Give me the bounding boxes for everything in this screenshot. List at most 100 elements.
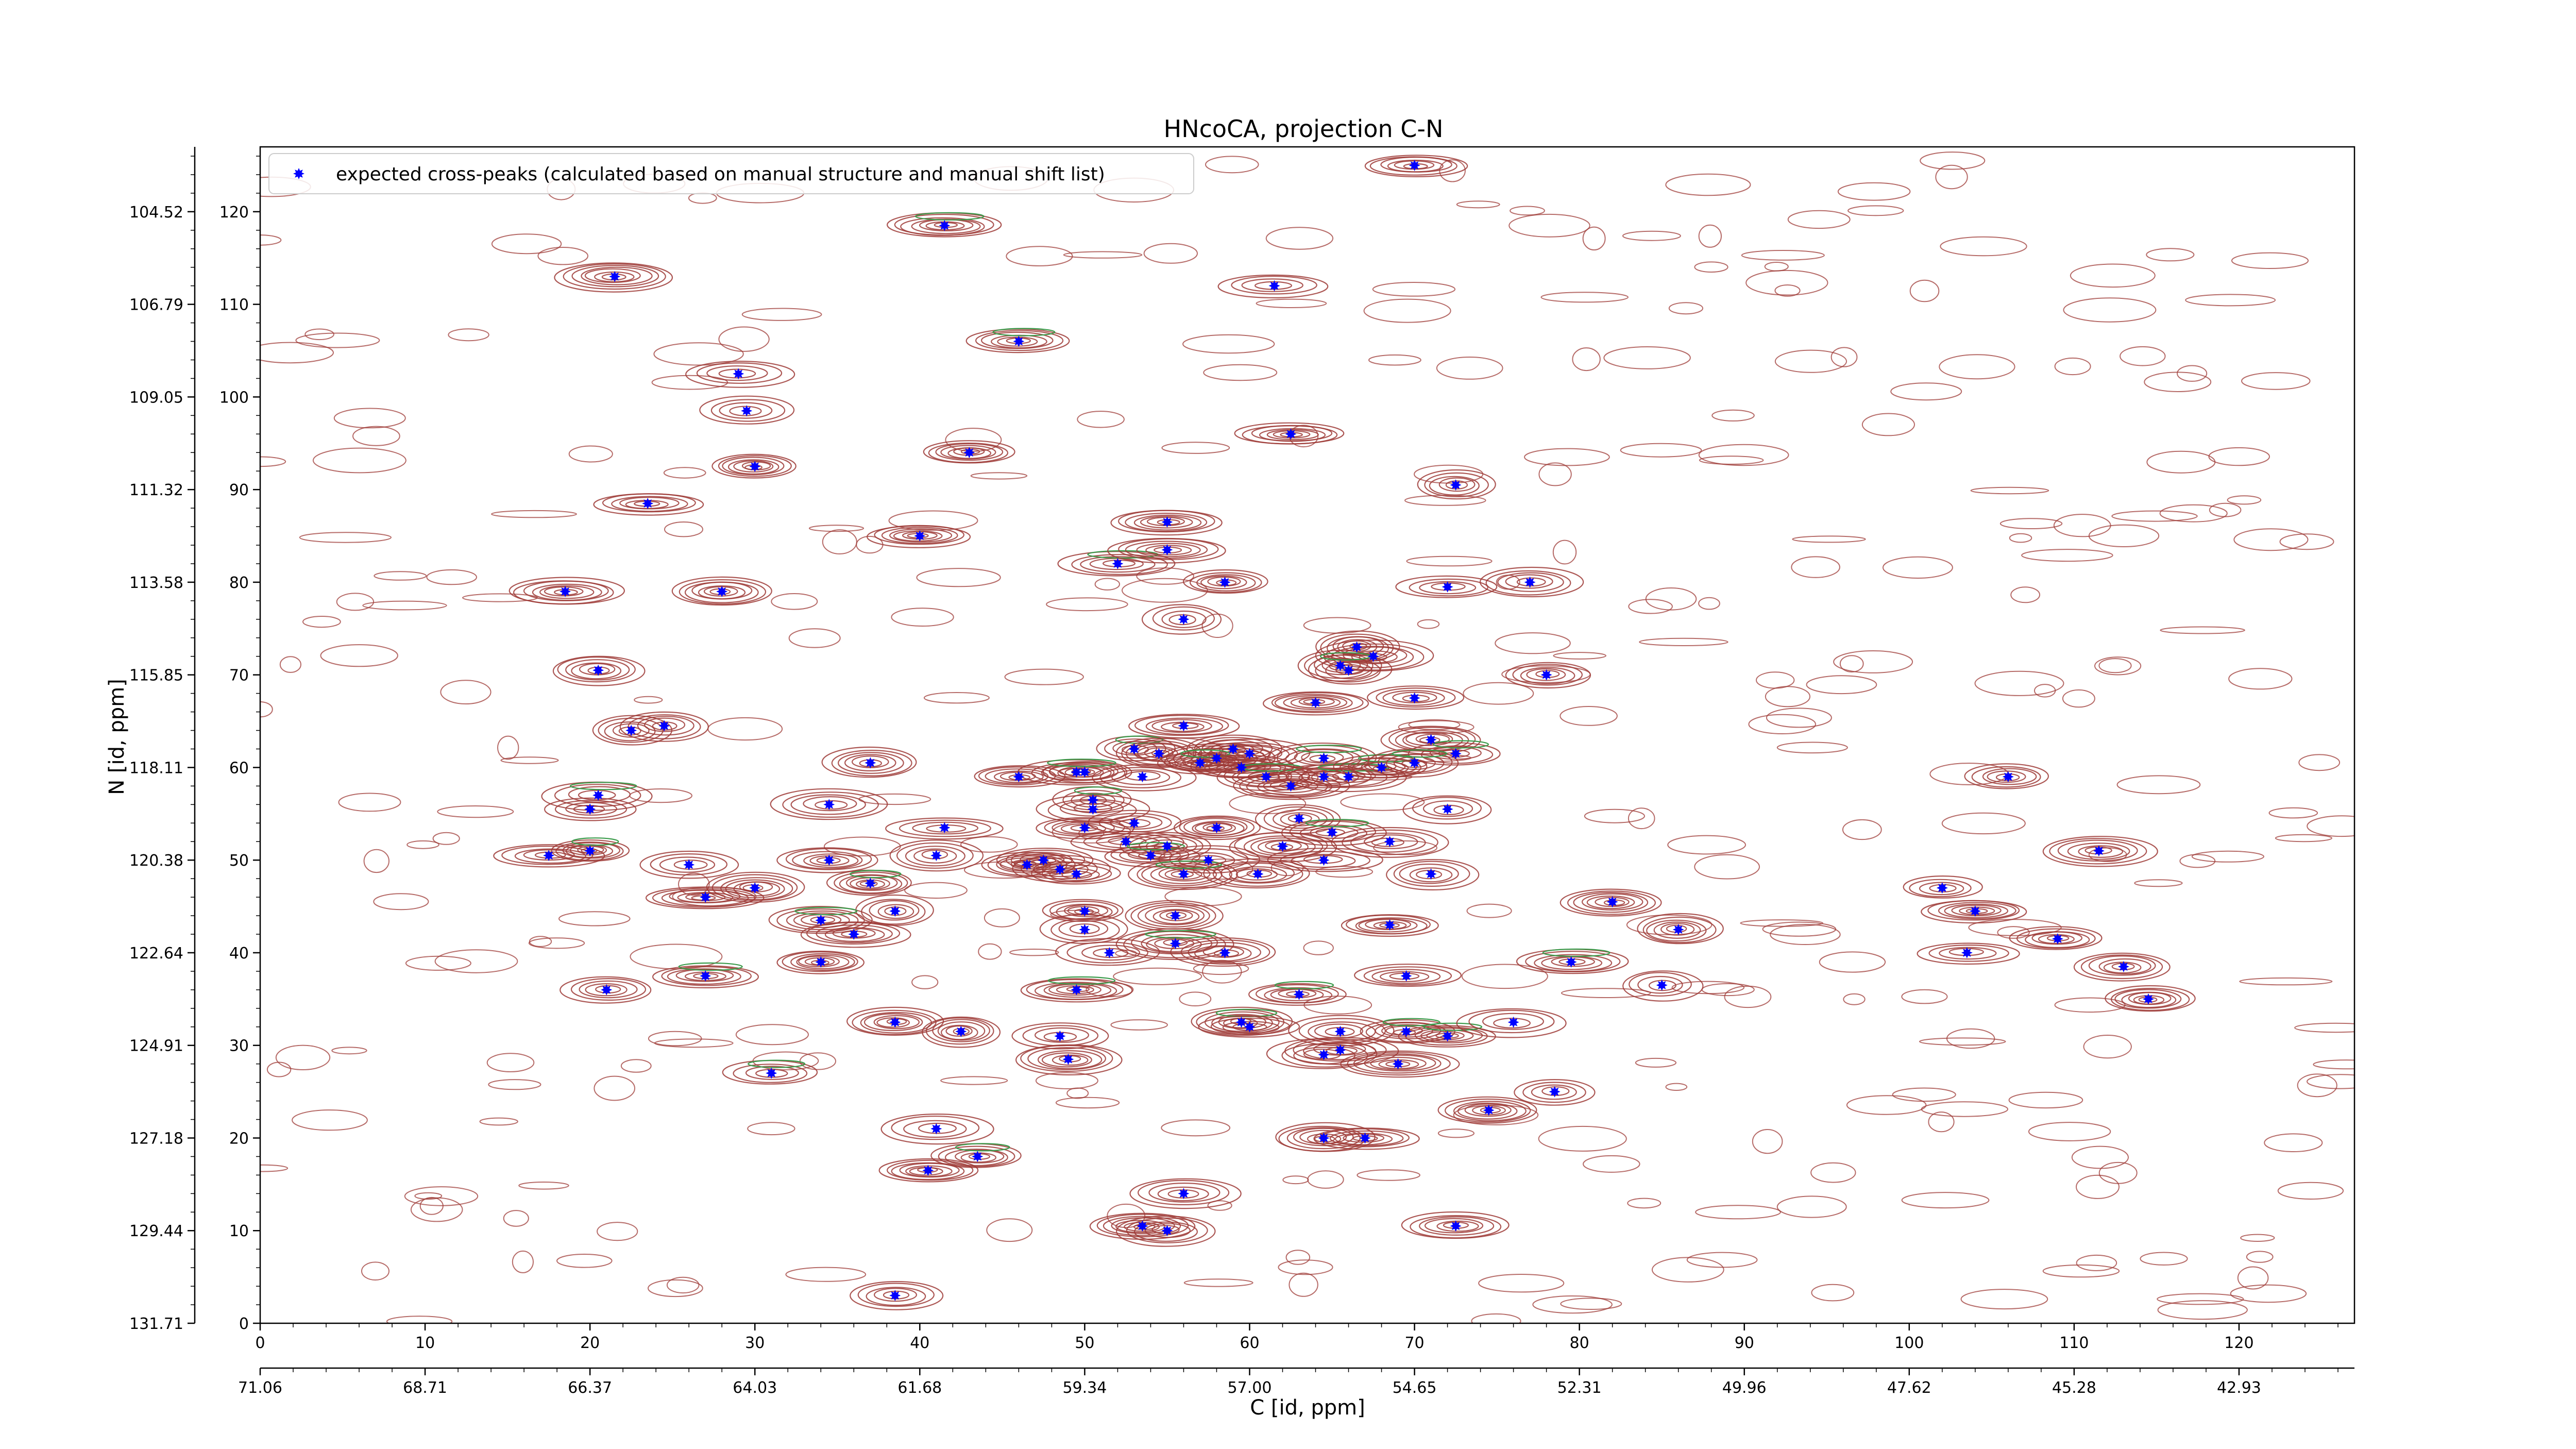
peak-contour	[571, 265, 659, 288]
peak-contour	[1646, 919, 1707, 942]
x-index-tick-label: 60	[1240, 1334, 1259, 1352]
cross-peak-point	[1318, 1049, 1330, 1060]
peak-contour	[699, 395, 795, 425]
peak-contour	[1044, 818, 1125, 837]
peak-contour	[928, 442, 1009, 463]
noise-contour	[1645, 587, 1697, 611]
peak-contour	[1367, 748, 1459, 778]
noise-contour	[1920, 151, 1986, 170]
peak-contour	[877, 904, 914, 919]
peak-contour	[612, 723, 650, 738]
noise-contour	[2279, 533, 2334, 550]
noise-contour	[1439, 159, 1466, 182]
cross-peak-point	[2142, 993, 2154, 1005]
noise-contour	[373, 893, 429, 911]
y-ppm-tick-label: 129.44	[129, 1222, 183, 1240]
noise-contour	[1478, 1274, 1565, 1293]
peak-contour	[1919, 882, 1964, 896]
peak-contour	[821, 746, 917, 778]
y-index-tick-label: 50	[229, 852, 249, 870]
noise-contour	[741, 308, 822, 321]
cross-peak-point	[584, 803, 596, 815]
y-ppm-tick-label: 122.64	[129, 945, 183, 963]
cross-peak-point	[741, 405, 753, 417]
peak-contour	[1273, 809, 1328, 829]
noise-contour	[1161, 442, 1230, 454]
peak-contour	[2110, 987, 2190, 1011]
peak-contour	[1340, 1050, 1460, 1078]
peak-contour	[1099, 767, 1181, 788]
x-ppm-tick-label: 64.03	[733, 1379, 777, 1397]
cross-peak-point	[1145, 850, 1157, 862]
peak-contour	[863, 1013, 923, 1032]
noise-contour	[651, 375, 728, 390]
chart-title: HNcoCA, projection C-N	[1164, 115, 1444, 143]
negative-contour	[1155, 860, 1222, 869]
noise-contour	[1307, 1170, 1344, 1189]
noise-contour	[374, 571, 427, 581]
noise-contour	[2297, 1073, 2337, 1098]
noise-contour	[1764, 262, 1789, 272]
cross-peak-point	[1392, 1058, 1404, 1070]
peak-contour	[1083, 833, 1173, 851]
noise-contour	[2054, 997, 2126, 1013]
y-ppm-tick-label: 120.38	[129, 852, 183, 870]
peak-contour	[1353, 1053, 1442, 1074]
peak-contour	[557, 656, 636, 683]
peak-contour	[1057, 551, 1176, 577]
y-index-tick-label: 80	[229, 574, 249, 592]
noise-contour	[888, 510, 978, 531]
cross-peak-point	[601, 984, 613, 996]
cross-peak-point	[1202, 854, 1214, 866]
cross-peak-point	[1071, 766, 1082, 778]
peak-contour	[1152, 606, 1215, 631]
noise-contour	[1560, 706, 1618, 726]
peak-contour	[581, 266, 653, 285]
peak-contour	[918, 1122, 957, 1134]
peak-contour	[1445, 480, 1468, 490]
peak-contour	[1314, 654, 1368, 676]
peak-contour	[873, 1015, 920, 1030]
y-ppm-tick-label: 127.18	[129, 1130, 183, 1148]
peak-contour	[1041, 1052, 1092, 1068]
noise-contour	[320, 644, 398, 667]
cross-peak-point	[1054, 1030, 1066, 1042]
cross-peak-point	[1137, 1220, 1148, 1232]
noise-contour	[2054, 357, 2091, 376]
noise-contour	[666, 1276, 700, 1294]
cross-peak-point	[2117, 961, 2129, 972]
peak-contour	[1179, 816, 1255, 838]
noise-contour	[1748, 714, 1816, 735]
peak-contour	[2078, 845, 2124, 858]
peak-contour	[562, 842, 621, 859]
y-index-tick-label: 60	[229, 759, 249, 777]
cross-peak-point	[1367, 650, 1379, 662]
cross-peak-point	[914, 530, 926, 542]
peak-contour	[514, 848, 586, 864]
noise-contour	[1974, 670, 2064, 696]
noise-contour	[1417, 619, 1440, 629]
peak-contour	[1560, 888, 1662, 917]
negative-contour	[571, 837, 619, 846]
cross-peak-point	[766, 1067, 777, 1079]
noise-contour	[648, 1031, 702, 1047]
noise-contour	[1890, 382, 1962, 401]
peak-contour	[579, 663, 616, 676]
cross-peak-point	[1343, 771, 1354, 783]
peak-contour	[1405, 732, 1453, 746]
peak-contour	[1229, 866, 1287, 883]
negative-contour	[1074, 786, 1123, 795]
noise-contour	[1695, 1205, 1781, 1220]
peak-contour	[2098, 958, 2151, 975]
negative-contour	[1382, 1018, 1440, 1026]
noise-contour	[410, 1197, 463, 1222]
peak-contour	[671, 576, 772, 606]
cross-peak-point	[543, 850, 555, 862]
peak-contour	[1137, 904, 1210, 928]
peak-contour	[922, 1016, 1001, 1048]
peak-contour	[1464, 1103, 1512, 1117]
peak-contour	[974, 765, 1066, 788]
noise-contour	[2083, 1035, 2132, 1059]
cross-peak-point	[683, 859, 695, 871]
cross-peak-point	[1170, 910, 1181, 921]
